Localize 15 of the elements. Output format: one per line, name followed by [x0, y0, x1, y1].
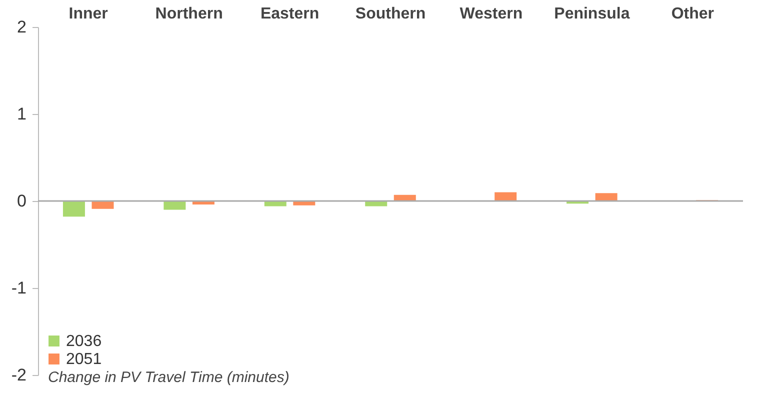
y-tick-label: 2	[17, 18, 26, 36]
x-tick-label: Eastern	[260, 6, 320, 22]
y-tick-label: 0	[17, 192, 26, 210]
y-tick-label: 1	[17, 104, 26, 124]
x-tick-label: Southern	[355, 6, 426, 22]
x-tick-label: Northern	[155, 6, 223, 22]
y-tick-label: -1	[11, 278, 26, 298]
y-tick-label: -2	[11, 366, 26, 384]
legend-label: 2051	[66, 351, 102, 368]
legend-label: 2036	[66, 333, 102, 350]
x-tick-label: Western	[460, 6, 523, 22]
x-tick-label: Inner	[68, 6, 108, 22]
x-tick-label: Other	[671, 6, 714, 22]
x-tick-label: Peninsula	[554, 6, 630, 22]
annotation: Change in PV Travel Time (minutes)	[48, 369, 290, 386]
